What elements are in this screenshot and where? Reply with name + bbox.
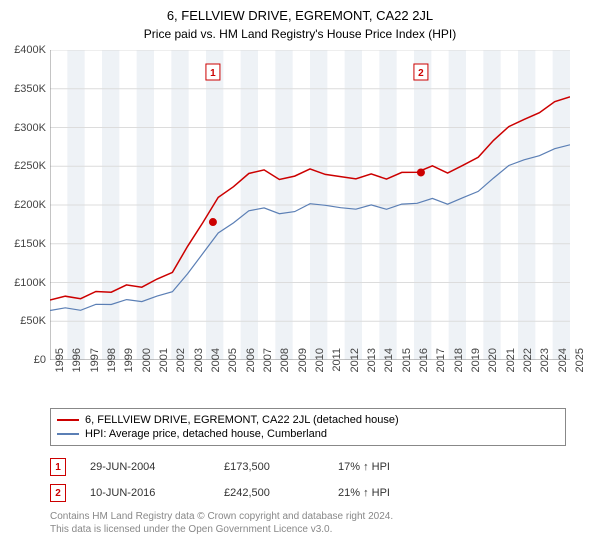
x-axis-label: 2007	[262, 348, 274, 388]
x-axis-label: 1997	[89, 348, 101, 388]
transaction-price: £242,500	[224, 487, 314, 499]
y-axis-label: £250K	[0, 160, 46, 172]
y-axis-label: £350K	[0, 83, 46, 95]
price-chart: 12	[50, 50, 570, 360]
y-axis-label: £200K	[0, 199, 46, 211]
transactions-table: 1 29-JUN-2004 £173,500 17% ↑ HPI 2 10-JU…	[50, 454, 566, 506]
legend-swatch	[57, 419, 79, 421]
legend-label: 6, FELLVIEW DRIVE, EGREMONT, CA22 2JL (d…	[85, 414, 399, 426]
y-axis-label: £150K	[0, 238, 46, 250]
footer-line: Contains HM Land Registry data © Crown c…	[50, 510, 393, 523]
x-axis-label: 2011	[331, 348, 343, 388]
x-axis-label: 2025	[574, 348, 586, 388]
x-axis-label: 2024	[557, 348, 569, 388]
x-axis-label: 1999	[123, 348, 135, 388]
x-axis-label: 2013	[366, 348, 378, 388]
x-axis-label: 2003	[193, 348, 205, 388]
x-axis-label: 2016	[418, 348, 430, 388]
footer: Contains HM Land Registry data © Crown c…	[50, 510, 393, 536]
transaction-date: 29-JUN-2004	[90, 461, 200, 473]
y-axis-label: £0	[0, 354, 46, 366]
x-axis-label: 1995	[54, 348, 66, 388]
y-axis-label: £400K	[0, 44, 46, 56]
x-axis-label: 2006	[245, 348, 257, 388]
x-axis-label: 2022	[522, 348, 534, 388]
legend-label: HPI: Average price, detached house, Cumb…	[85, 428, 327, 440]
transaction-price: £173,500	[224, 461, 314, 473]
x-axis-label: 2009	[297, 348, 309, 388]
marker-badge: 2	[50, 484, 66, 502]
x-axis-label: 2015	[401, 348, 413, 388]
legend-swatch	[57, 433, 79, 435]
x-axis-label: 2010	[314, 348, 326, 388]
transaction-pct: 21% ↑ HPI	[338, 487, 438, 499]
x-axis-label: 2001	[158, 348, 170, 388]
x-axis-label: 2008	[279, 348, 291, 388]
transaction-date: 10-JUN-2016	[90, 487, 200, 499]
svg-text:1: 1	[210, 68, 216, 79]
x-axis-label: 2012	[349, 348, 361, 388]
legend-item: 6, FELLVIEW DRIVE, EGREMONT, CA22 2JL (d…	[57, 413, 559, 427]
page-subtitle: Price paid vs. HM Land Registry's House …	[0, 23, 600, 41]
legend-item: HPI: Average price, detached house, Cumb…	[57, 427, 559, 441]
svg-text:2: 2	[418, 68, 424, 79]
x-axis-label: 2020	[487, 348, 499, 388]
legend: 6, FELLVIEW DRIVE, EGREMONT, CA22 2JL (d…	[50, 408, 566, 446]
marker-badge: 1	[50, 458, 66, 476]
x-axis-label: 2005	[227, 348, 239, 388]
page-title: 6, FELLVIEW DRIVE, EGREMONT, CA22 2JL	[0, 0, 600, 23]
y-axis-label: £300K	[0, 122, 46, 134]
x-axis-label: 2004	[210, 348, 222, 388]
y-axis-label: £50K	[0, 315, 46, 327]
x-axis-label: 2019	[470, 348, 482, 388]
x-axis-label: 2023	[539, 348, 551, 388]
x-axis-label: 1996	[71, 348, 83, 388]
table-row: 2 10-JUN-2016 £242,500 21% ↑ HPI	[50, 480, 566, 506]
footer-line: This data is licensed under the Open Gov…	[50, 523, 393, 536]
x-axis-label: 2000	[141, 348, 153, 388]
x-axis-label: 2018	[453, 348, 465, 388]
x-axis-label: 2017	[435, 348, 447, 388]
x-axis-label: 1998	[106, 348, 118, 388]
table-row: 1 29-JUN-2004 £173,500 17% ↑ HPI	[50, 454, 566, 480]
x-axis-label: 2002	[175, 348, 187, 388]
transaction-pct: 17% ↑ HPI	[338, 461, 438, 473]
x-axis-label: 2014	[383, 348, 395, 388]
y-axis-label: £100K	[0, 277, 46, 289]
x-axis-label: 2021	[505, 348, 517, 388]
